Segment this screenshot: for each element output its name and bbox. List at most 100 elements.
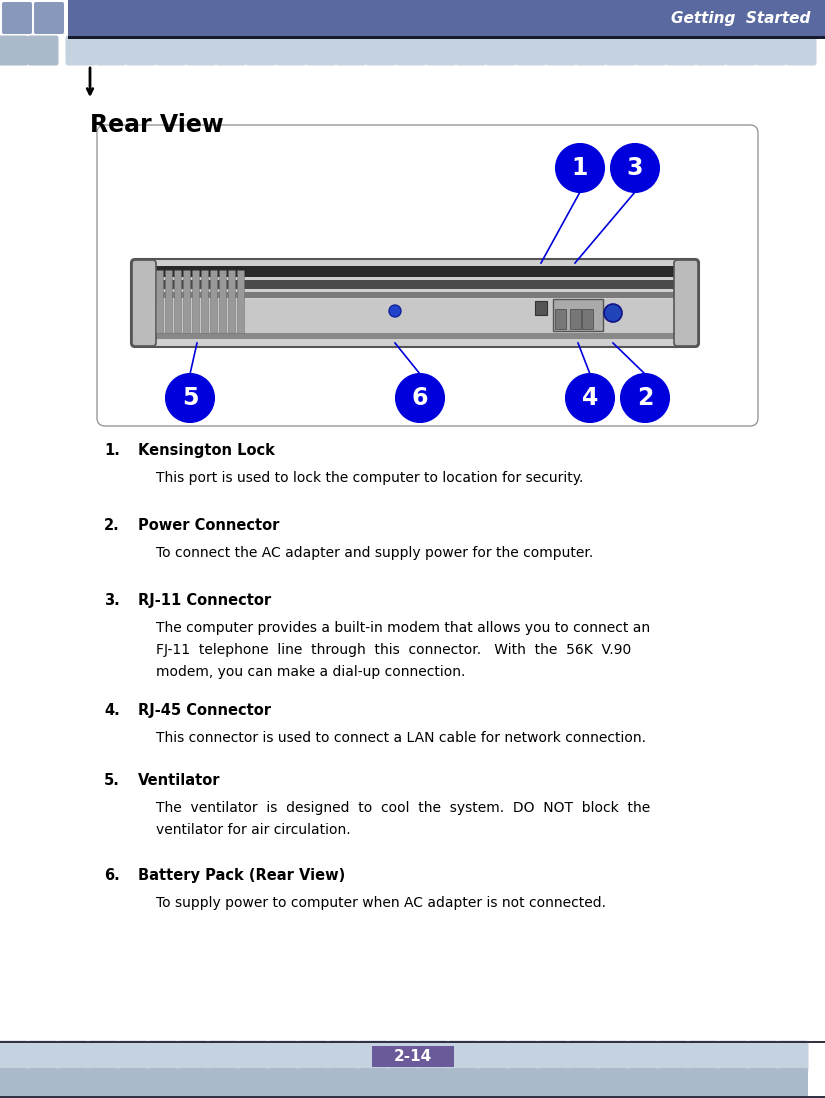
Bar (143, 266, 687, 277)
FancyBboxPatch shape (238, 270, 244, 334)
FancyBboxPatch shape (778, 1068, 808, 1098)
Bar (570, 309, 581, 329)
FancyBboxPatch shape (267, 1041, 299, 1073)
FancyBboxPatch shape (132, 260, 156, 346)
FancyBboxPatch shape (148, 1041, 178, 1073)
Text: RJ-11 Connector: RJ-11 Connector (138, 593, 271, 608)
Text: 2: 2 (637, 386, 653, 410)
FancyBboxPatch shape (568, 1041, 598, 1073)
Text: 4: 4 (582, 386, 598, 410)
FancyBboxPatch shape (666, 35, 696, 66)
FancyBboxPatch shape (175, 270, 182, 334)
Text: Rear View: Rear View (90, 113, 224, 137)
FancyBboxPatch shape (597, 1041, 629, 1073)
Text: ventilator for air circulation.: ventilator for air circulation. (156, 824, 351, 837)
Circle shape (389, 305, 401, 317)
FancyBboxPatch shape (426, 35, 456, 66)
FancyBboxPatch shape (538, 1068, 568, 1098)
FancyBboxPatch shape (27, 35, 59, 66)
FancyBboxPatch shape (336, 35, 366, 66)
FancyBboxPatch shape (268, 1068, 298, 1098)
Text: Power Connector: Power Connector (138, 518, 280, 533)
Bar (68, 36, 825, 40)
FancyBboxPatch shape (58, 1068, 88, 1098)
FancyBboxPatch shape (508, 1068, 538, 1098)
FancyBboxPatch shape (478, 1068, 508, 1098)
FancyBboxPatch shape (388, 1041, 418, 1073)
FancyBboxPatch shape (118, 1068, 148, 1098)
Text: 4.: 4. (104, 703, 120, 718)
Circle shape (556, 144, 604, 192)
FancyBboxPatch shape (576, 35, 606, 66)
FancyBboxPatch shape (155, 35, 186, 66)
FancyBboxPatch shape (777, 1041, 808, 1073)
FancyBboxPatch shape (125, 35, 157, 66)
FancyBboxPatch shape (157, 270, 163, 334)
Text: 5.: 5. (104, 773, 120, 788)
FancyBboxPatch shape (0, 35, 29, 66)
FancyBboxPatch shape (718, 1041, 748, 1073)
FancyBboxPatch shape (635, 35, 667, 66)
Bar (143, 280, 687, 289)
FancyBboxPatch shape (34, 2, 64, 34)
FancyBboxPatch shape (357, 1041, 389, 1073)
FancyBboxPatch shape (276, 35, 307, 66)
Text: 3.: 3. (104, 593, 120, 608)
Bar (555, 309, 566, 329)
FancyBboxPatch shape (568, 1068, 598, 1098)
Text: RJ-45 Connector: RJ-45 Connector (138, 703, 271, 718)
FancyBboxPatch shape (208, 1068, 238, 1098)
Circle shape (396, 374, 444, 422)
FancyBboxPatch shape (65, 35, 97, 66)
Text: Kensington Lock: Kensington Lock (138, 442, 275, 458)
Text: The  ventilator  is  designed  to  cool  the  system.  DO  NOT  block  the: The ventilator is designed to cool the s… (156, 802, 650, 815)
FancyBboxPatch shape (674, 260, 698, 346)
FancyBboxPatch shape (748, 1068, 778, 1098)
Text: 1: 1 (572, 156, 588, 180)
Text: 1.: 1. (104, 442, 120, 458)
FancyBboxPatch shape (478, 1041, 508, 1073)
FancyBboxPatch shape (448, 1068, 478, 1098)
Text: Getting  Started: Getting Started (671, 11, 810, 25)
Circle shape (611, 144, 659, 192)
Bar (553, 299, 603, 330)
Text: To supply power to computer when AC adapter is not connected.: To supply power to computer when AC adap… (156, 896, 606, 910)
FancyBboxPatch shape (695, 35, 727, 66)
FancyBboxPatch shape (178, 1068, 208, 1098)
FancyBboxPatch shape (538, 1041, 568, 1073)
FancyBboxPatch shape (201, 270, 209, 334)
FancyBboxPatch shape (96, 35, 126, 66)
Circle shape (604, 304, 622, 322)
FancyBboxPatch shape (628, 1068, 658, 1098)
FancyBboxPatch shape (365, 35, 397, 66)
FancyBboxPatch shape (628, 1041, 658, 1073)
FancyBboxPatch shape (455, 35, 487, 66)
Bar (143, 299, 687, 335)
FancyBboxPatch shape (395, 35, 427, 66)
FancyBboxPatch shape (598, 1068, 628, 1098)
FancyBboxPatch shape (328, 1041, 359, 1073)
Text: This port is used to lock the computer to location for security.: This port is used to lock the computer t… (156, 471, 583, 485)
Bar (0, 1041, 825, 1043)
FancyBboxPatch shape (688, 1068, 718, 1098)
FancyBboxPatch shape (238, 1041, 268, 1073)
FancyBboxPatch shape (687, 1041, 719, 1073)
Text: 6: 6 (412, 386, 428, 410)
Text: FJ-11  telephone  line  through  this  connector.   With  the  56K  V.90: FJ-11 telephone line through this connec… (156, 643, 631, 657)
FancyBboxPatch shape (27, 1041, 59, 1073)
FancyBboxPatch shape (97, 125, 758, 426)
Text: modem, you can make a dial-up connection.: modem, you can make a dial-up connection… (156, 665, 465, 679)
FancyBboxPatch shape (756, 35, 786, 66)
FancyBboxPatch shape (516, 35, 546, 66)
Text: 3: 3 (627, 156, 644, 180)
FancyBboxPatch shape (305, 35, 337, 66)
FancyBboxPatch shape (117, 1041, 148, 1073)
FancyBboxPatch shape (328, 1068, 358, 1098)
FancyBboxPatch shape (606, 35, 637, 66)
Text: Battery Pack (Rear View): Battery Pack (Rear View) (138, 869, 345, 883)
FancyBboxPatch shape (658, 1068, 688, 1098)
FancyBboxPatch shape (785, 35, 817, 66)
FancyBboxPatch shape (219, 270, 227, 334)
FancyBboxPatch shape (0, 1041, 29, 1073)
FancyBboxPatch shape (28, 1068, 58, 1098)
